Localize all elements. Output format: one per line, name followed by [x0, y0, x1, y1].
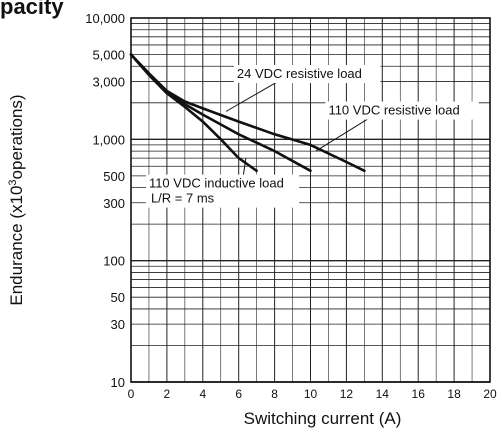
- annotation-leader: [225, 81, 278, 112]
- series-curve-3: [129, 53, 258, 173]
- x-tick-label: 0: [128, 387, 135, 401]
- x-tick-label: 12: [340, 387, 354, 401]
- series-label: 110 VDC resistive load: [328, 103, 459, 118]
- y-tick-label: 10: [111, 375, 125, 390]
- section-title-fragment: pacity: [0, 0, 64, 19]
- y-tick-label: 10,000: [85, 11, 125, 26]
- x-axis-title: Switching current (A): [244, 409, 402, 428]
- annotation-background: [145, 174, 300, 208]
- y-tick-label: 300: [103, 196, 125, 211]
- x-tick-label: 20: [483, 387, 497, 401]
- annotation-leader: [315, 118, 369, 152]
- series-label: L/R = 7 ms: [151, 191, 215, 206]
- plot-frame: [130, 17, 491, 383]
- x-tick-label: 4: [199, 387, 206, 401]
- series-label: 24 VDC resistive load: [237, 66, 362, 81]
- y-tick-label: 500: [103, 169, 125, 184]
- x-tick-label: 2: [164, 387, 171, 401]
- y-tick-label: 3,000: [92, 74, 125, 89]
- annotation-background: [325, 101, 479, 120]
- y-tick-label: 50: [111, 290, 125, 305]
- x-tick-label: 14: [376, 387, 390, 401]
- y-axis-title: Endurance (x103operations): [7, 94, 26, 305]
- x-tick-label: 8: [271, 387, 278, 401]
- x-tick-label: 6: [235, 387, 242, 401]
- x-tick-label: 16: [412, 387, 426, 401]
- series-label: 110 VDC inductive load: [149, 176, 284, 191]
- y-tick-label: 100: [103, 254, 125, 269]
- x-tick-label: 10: [304, 387, 318, 401]
- y-tick-label: 30: [111, 317, 125, 332]
- y-tick-label: 1,000: [92, 132, 125, 147]
- x-tick-label: 18: [447, 387, 461, 401]
- y-tick-label: 5,000: [92, 48, 125, 63]
- annotation-background: [233, 65, 381, 84]
